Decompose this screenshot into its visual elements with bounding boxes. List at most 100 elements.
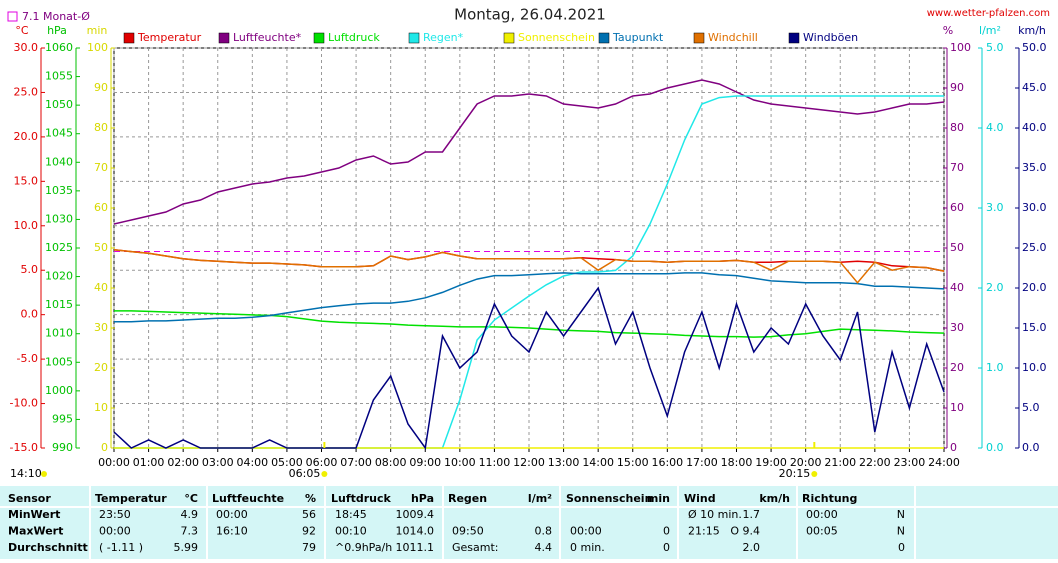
x-tick-label: 07:00 (340, 456, 372, 469)
y-tick-label: 0.0 (21, 308, 39, 321)
y-tick-label: 1030 (45, 212, 73, 225)
x-tick-label: 04:00 (236, 456, 268, 469)
axis-unit: % (943, 24, 953, 37)
table-header: Temperatur (95, 492, 167, 505)
y-tick-label: 3.0 (986, 201, 1004, 214)
table-cell: Ø 10 min. (688, 508, 742, 521)
sunrise-marker (321, 471, 328, 477)
y-tick-label: 1020 (45, 270, 73, 283)
y-tick-label: 50.0 (1022, 41, 1047, 54)
x-tick-label: 15:00 (617, 456, 649, 469)
x-tick-label: 01:00 (133, 456, 165, 469)
x-tick-label: 18:00 (721, 456, 753, 469)
legend-label: Windchill (708, 31, 758, 44)
y-tick-label: 15.0 (14, 174, 39, 187)
table-header: Sensor (8, 492, 51, 505)
sunset-label: 20:15 (779, 467, 811, 480)
y-tick-label: 30.0 (14, 41, 39, 54)
updated: 14:10 (10, 467, 42, 480)
y-tick-label: 1045 (45, 127, 73, 140)
table-cell: 00:00 (216, 508, 248, 521)
y-tick-label: 5.0 (1022, 401, 1040, 414)
table-row-label: MaxWert (8, 525, 63, 538)
x-tick-label: 02:00 (167, 456, 199, 469)
y-tick-label: 25.0 (14, 85, 39, 98)
legend-swatch (408, 32, 420, 44)
table-cell: Gesamt: (452, 541, 499, 554)
series-line (114, 272, 945, 323)
legend-label: Windböen (803, 31, 858, 44)
y-tick-label: 995 (52, 412, 73, 425)
table-header: Luftdruck (331, 492, 392, 505)
axis-unit: °C (15, 24, 29, 37)
legend-swatch (693, 32, 705, 44)
x-tick-label: 09:00 (409, 456, 441, 469)
y-tick-label: 10 (950, 401, 964, 414)
legend-label: Temperatur (137, 31, 202, 44)
y-tick-label: 0 (101, 441, 108, 454)
x-tick-label: 14:00 (582, 456, 614, 469)
table-header-unit: l/m² (528, 492, 552, 505)
axis-unit: min (87, 24, 108, 37)
legend-label: Taupunkt (612, 31, 664, 44)
y-tick-label: 100 (87, 41, 108, 54)
chart-title: Montag, 26.04.2021 (454, 6, 606, 24)
table-cell: 00:05 (806, 525, 838, 538)
table-cell: 00:00 (570, 525, 602, 538)
y-tick-label: 1015 (45, 298, 73, 311)
table-row-label: Durchschnitt (8, 541, 88, 554)
y-tick-label: 10.0 (14, 219, 39, 232)
x-tick-label: 03:00 (202, 456, 234, 469)
x-tick-label: 23:00 (894, 456, 926, 469)
y-tick-label: 5.0 (21, 263, 39, 276)
table-cell: 1.7 (743, 508, 761, 521)
axis-unit: hPa (47, 24, 67, 37)
table-cell: 1014.0 (396, 525, 435, 538)
series-line (113, 286, 945, 450)
y-tick-label: 45.0 (1022, 81, 1047, 94)
table-cell: 00:00 (99, 525, 131, 538)
y-tick-label: 1010 (45, 327, 73, 340)
table-row-label: MinWert (8, 508, 60, 521)
x-tick-label: 10:00 (444, 456, 476, 469)
table-header-unit: % (305, 492, 316, 505)
series-line (114, 310, 945, 338)
y-tick-label: 1000 (45, 384, 73, 397)
axis-unit: km/h (1018, 24, 1046, 37)
y-tick-label: 1050 (45, 98, 73, 111)
y-tick-label: 15.0 (1022, 321, 1047, 334)
legend-swatch (123, 32, 135, 44)
table-cell: N (897, 508, 905, 521)
table-background (0, 486, 1058, 559)
y-tick-label: 1040 (45, 155, 73, 168)
y-tick-label: -15.0 (10, 441, 38, 454)
table-cell: 09:50 (452, 525, 484, 538)
table-cell: 4.4 (535, 541, 553, 554)
monthly-avg-label: 7.1 Monat-Ø (22, 10, 90, 23)
y-tick-label: 70 (950, 161, 964, 174)
updated-marker (41, 471, 47, 477)
x-tick-label: 20:00 (790, 456, 822, 469)
y-tick-label: 20.0 (1022, 281, 1047, 294)
table-header: Luftfeuchte (212, 492, 284, 505)
x-tick-label: 22:00 (859, 456, 891, 469)
y-tick-label: 30.0 (1022, 201, 1047, 214)
table-header: Wind (684, 492, 716, 505)
y-tick-label: 0.0 (1022, 441, 1040, 454)
y-tick-label: -10.0 (10, 397, 38, 410)
table-header: Richtung (802, 492, 857, 505)
x-tick-label: 05:00 (271, 456, 303, 469)
y-tick-label: 100 (950, 41, 971, 54)
axis-unit: l/m² (979, 24, 1001, 37)
legend-label: Luftdruck (328, 31, 380, 44)
y-tick-label: 40 (950, 281, 964, 294)
y-tick-label: 90 (950, 81, 964, 94)
table-cell: ( -1.11 ) (99, 541, 143, 554)
x-tick-label: 13:00 (548, 456, 580, 469)
table-cell: 0 (663, 525, 670, 538)
y-tick-label: 990 (52, 441, 73, 454)
table-cell: 1009.4 (396, 508, 435, 521)
y-tick-label: 20 (950, 361, 964, 374)
y-tick-label: 80 (950, 121, 964, 134)
